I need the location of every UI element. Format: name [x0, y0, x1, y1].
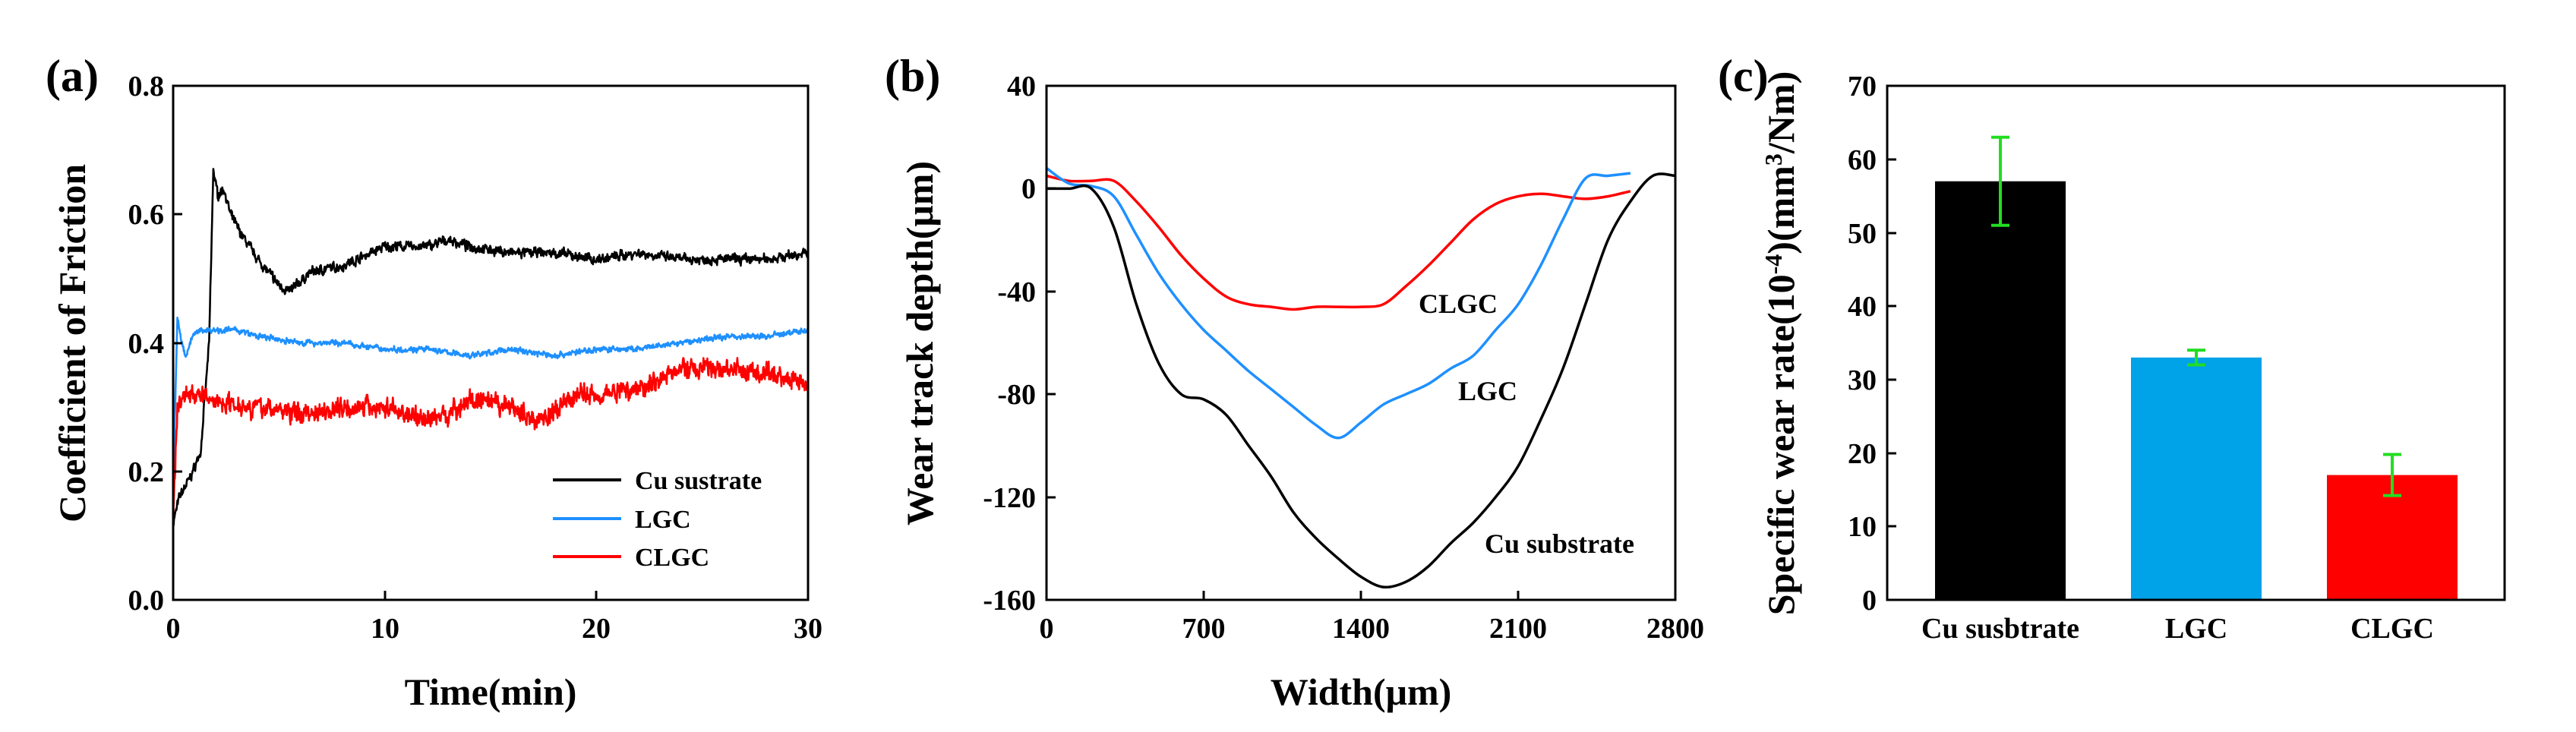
- panel-a-x-axis-title: Time(min): [405, 670, 577, 713]
- panel-c-category-label: Cu susbtrate: [1921, 613, 2079, 645]
- panel-b-xtick-label: 1400: [1332, 613, 1390, 645]
- panel-c-category-label: CLGC: [2350, 613, 2434, 645]
- panel-b-xtick-label: 2100: [1489, 613, 1547, 645]
- panel-a-ytick-label: 0.2: [128, 456, 165, 488]
- series-line-cu-substrate: [1046, 172, 1676, 589]
- annotation-lgc: LGC: [1458, 376, 1517, 406]
- panel-c-wear-rate-bar-chart: (c) 0 10 20 30 40 50 60 70 Cu susbtrate …: [1718, 51, 2506, 645]
- panel-b-ytick-label: -80: [997, 379, 1036, 411]
- panel-c-category-label: LGC: [2165, 613, 2227, 645]
- ylabel-part-tail: /Nm): [1760, 71, 1802, 154]
- panel-a-series-group: [172, 168, 810, 527]
- panel-c-y-ticks: 0 10 20 30 40 50 60 70: [1848, 71, 1896, 617]
- panel-b-ytick-label: -160: [983, 585, 1036, 617]
- panel-c-ytick-label: 10: [1848, 511, 1877, 543]
- panel-b-ytick-label: -120: [983, 482, 1036, 514]
- panel-a-xtick-label: 10: [371, 613, 399, 645]
- series-line-lgc: [172, 317, 810, 491]
- panel-b-ytick-label: 0: [1021, 173, 1036, 205]
- panel-b-xtick-label: 700: [1182, 613, 1226, 645]
- panel-c-ytick-label: 20: [1848, 438, 1877, 470]
- panel-a-ytick-label: 0.6: [128, 199, 165, 231]
- ylabel-part-mid: )(mm: [1760, 166, 1802, 254]
- panel-b-ytick-label: -40: [997, 276, 1036, 308]
- panel-a-xtick-label: 20: [582, 613, 611, 645]
- panel-a-label: (a): [46, 51, 99, 101]
- ylabel-part-exp2: 3: [1760, 153, 1787, 166]
- legend-label-lgc: LGC: [635, 506, 691, 534]
- panel-b-x-axis-title: Width(μm): [1271, 670, 1452, 713]
- panel-b-wear-track-chart: (b) -160 -120 -80 -40 0 40 0 700 1400: [885, 51, 1704, 713]
- legend-label-cu: Cu sustrate: [635, 467, 762, 495]
- panel-b-x-ticks: 0 700 1400 2100 2800: [1040, 591, 1704, 645]
- panel-b-label: (b): [885, 51, 940, 101]
- panel-a-xtick-label: 0: [166, 613, 181, 645]
- panel-c-ytick-label: 30: [1848, 364, 1877, 396]
- series-line-clgc: [1046, 174, 1631, 311]
- panel-c-ytick-label: 50: [1848, 218, 1877, 250]
- panel-b-y-axis-title: Wear track depth(μm): [898, 161, 941, 525]
- panel-a-ytick-label: 0.8: [128, 71, 165, 103]
- panel-c-bars-group: [1935, 135, 2458, 600]
- panel-a-y-axis-title: Coefficient of Friction: [51, 164, 93, 522]
- panel-b-series-group: [1045, 166, 1676, 589]
- panel-c-ytick-label: 60: [1848, 144, 1877, 176]
- annotation-cu-substrate: Cu substrate: [1485, 528, 1634, 559]
- panel-a-ytick-label: 0.0: [128, 585, 165, 617]
- panel-b-xtick-label: 2800: [1646, 613, 1704, 645]
- ylabel-part-base: Specific wear rate(10: [1760, 274, 1802, 615]
- panel-a-friction-chart: (a) 0.0 0.2 0.4 0.6 0.8 0 10 20 30 Time: [46, 51, 822, 713]
- panel-c-ytick-label: 70: [1848, 71, 1877, 103]
- annotation-clgc: CLGC: [1419, 289, 1498, 319]
- panel-c-category-labels: Cu susbtrate LGC CLGC: [1921, 613, 2434, 645]
- panel-c-frame: [1886, 84, 2506, 601]
- panel-c-y-axis-title: Specific wear rate(10-4)(mm3/Nm): [1760, 71, 1802, 615]
- legend-label-clgc: CLGC: [635, 544, 709, 572]
- panel-b-frame: [1045, 84, 1677, 601]
- panel-b-xtick-label: 0: [1040, 613, 1054, 645]
- panel-b-ytick-label: 40: [1007, 71, 1036, 103]
- panel-a-ytick-label: 0.4: [128, 328, 165, 360]
- panel-c-label: (c): [1718, 51, 1769, 101]
- bar-cu-susbtrate: [1935, 181, 2066, 600]
- panel-a-frame: [172, 84, 810, 601]
- panel-a-xtick-label: 30: [794, 613, 822, 645]
- panel-b-y-ticks: -160 -120 -80 -40 0 40: [983, 71, 1056, 617]
- ylabel-part-exp: -4: [1760, 254, 1787, 275]
- panel-c-ytick-label: 0: [1862, 585, 1877, 617]
- panel-a-y-ticks: 0.0 0.2 0.4 0.6 0.8: [128, 71, 182, 617]
- panel-a-x-ticks: 0 10 20 30: [166, 591, 822, 645]
- series-line-lgc: [1045, 166, 1631, 440]
- bar-lgc: [2131, 357, 2262, 600]
- series-line-cu-sustrate: [172, 168, 810, 527]
- panel-c-ytick-label: 40: [1848, 291, 1877, 323]
- panel-a-legend: Cu sustrate LGC CLGC: [553, 467, 762, 572]
- series-line-clgc: [172, 357, 810, 522]
